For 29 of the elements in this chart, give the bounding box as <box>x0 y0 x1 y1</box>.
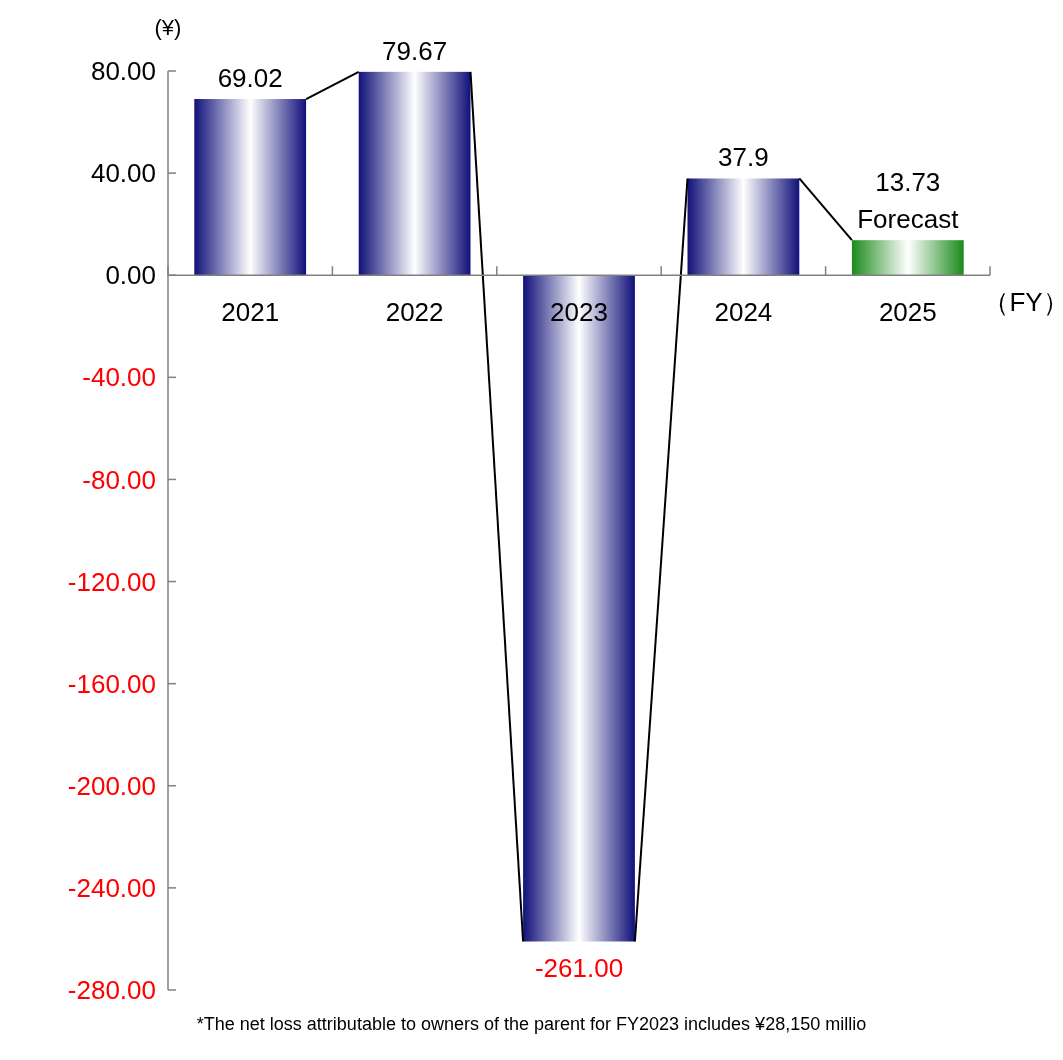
y-tick-label: -40.00 <box>82 362 156 393</box>
data-label: 37.9 <box>718 142 769 173</box>
y-axis-title: (¥) <box>154 15 182 40</box>
text: *The net loss attributable to owners of the parent for FY2023 includes ¥28,150 millio <box>196 1014 867 1034</box>
x-axis-title: （FY） <box>983 287 1063 318</box>
y-tick-label: -240.00 <box>67 872 156 903</box>
data-label: 13.73 <box>875 167 941 198</box>
annotation: Forecast <box>857 204 960 235</box>
bar <box>687 178 800 276</box>
data-label: 69.02 <box>217 63 283 94</box>
y-tick-label: 0.00 <box>105 260 156 291</box>
data-label: -261.00 <box>534 953 624 984</box>
y-tick-label: 80.00 <box>90 56 156 87</box>
x-tick-label: 2021 <box>221 297 280 328</box>
y-tick-label: -80.00 <box>82 464 156 495</box>
y-tick-label: -280.00 <box>67 975 156 1006</box>
x-tick-label: 2022 <box>385 297 444 328</box>
y-tick-label: -160.00 <box>67 668 156 699</box>
x-tick-label: 2025 <box>878 297 937 328</box>
y-tick-label: -200.00 <box>67 770 156 801</box>
bar <box>194 99 307 276</box>
y-tick-label: -120.00 <box>67 566 156 597</box>
data-label: 79.67 <box>382 35 448 66</box>
x-tick-label: 2024 <box>714 297 773 328</box>
bar <box>851 240 964 276</box>
bar <box>523 275 635 942</box>
x-tick-label: 2023 <box>550 297 608 328</box>
bar <box>358 71 471 276</box>
y-tick-label: 40.00 <box>90 158 156 189</box>
